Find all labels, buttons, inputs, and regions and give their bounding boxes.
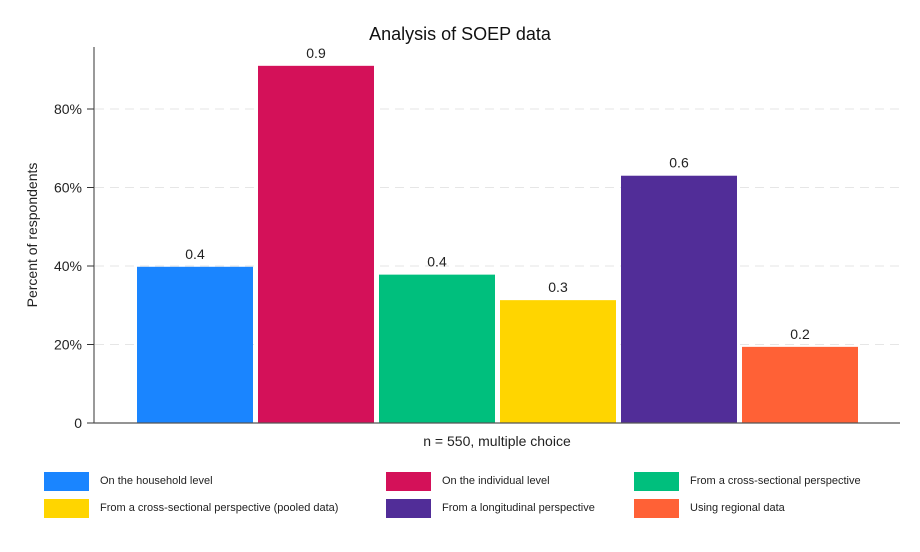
y-tick-label: 40% xyxy=(54,258,82,274)
bar-value-label: 0.4 xyxy=(185,246,205,262)
bar-value-label: 0.3 xyxy=(548,279,568,295)
bar-value-label: 0.4 xyxy=(427,254,447,270)
y-tick-label: 60% xyxy=(54,180,82,196)
x-axis-label: n = 550, multiple choice xyxy=(423,433,571,449)
bar xyxy=(137,266,253,423)
bar xyxy=(621,175,737,423)
bar xyxy=(742,346,858,423)
bar-value-label: 0.2 xyxy=(790,326,810,342)
y-tick-label: 80% xyxy=(54,101,82,117)
y-axis-label: Percent of respondents xyxy=(24,163,40,308)
y-tick-label: 0 xyxy=(74,415,82,431)
bar-value-labels: 0.4 0.9 0.4 0.3 0.6 0.2 xyxy=(185,45,810,342)
bar xyxy=(258,65,374,423)
bars xyxy=(137,65,858,423)
y-tick-label: 20% xyxy=(54,337,82,353)
y-axis-ticks: 0 20% 40% 60% 80% xyxy=(54,101,94,431)
chart-title: Analysis of SOEP data xyxy=(369,24,552,44)
bar-value-label: 0.6 xyxy=(669,155,689,171)
bar xyxy=(500,300,616,423)
bar-value-label: 0.9 xyxy=(306,45,326,61)
bar xyxy=(379,274,495,423)
